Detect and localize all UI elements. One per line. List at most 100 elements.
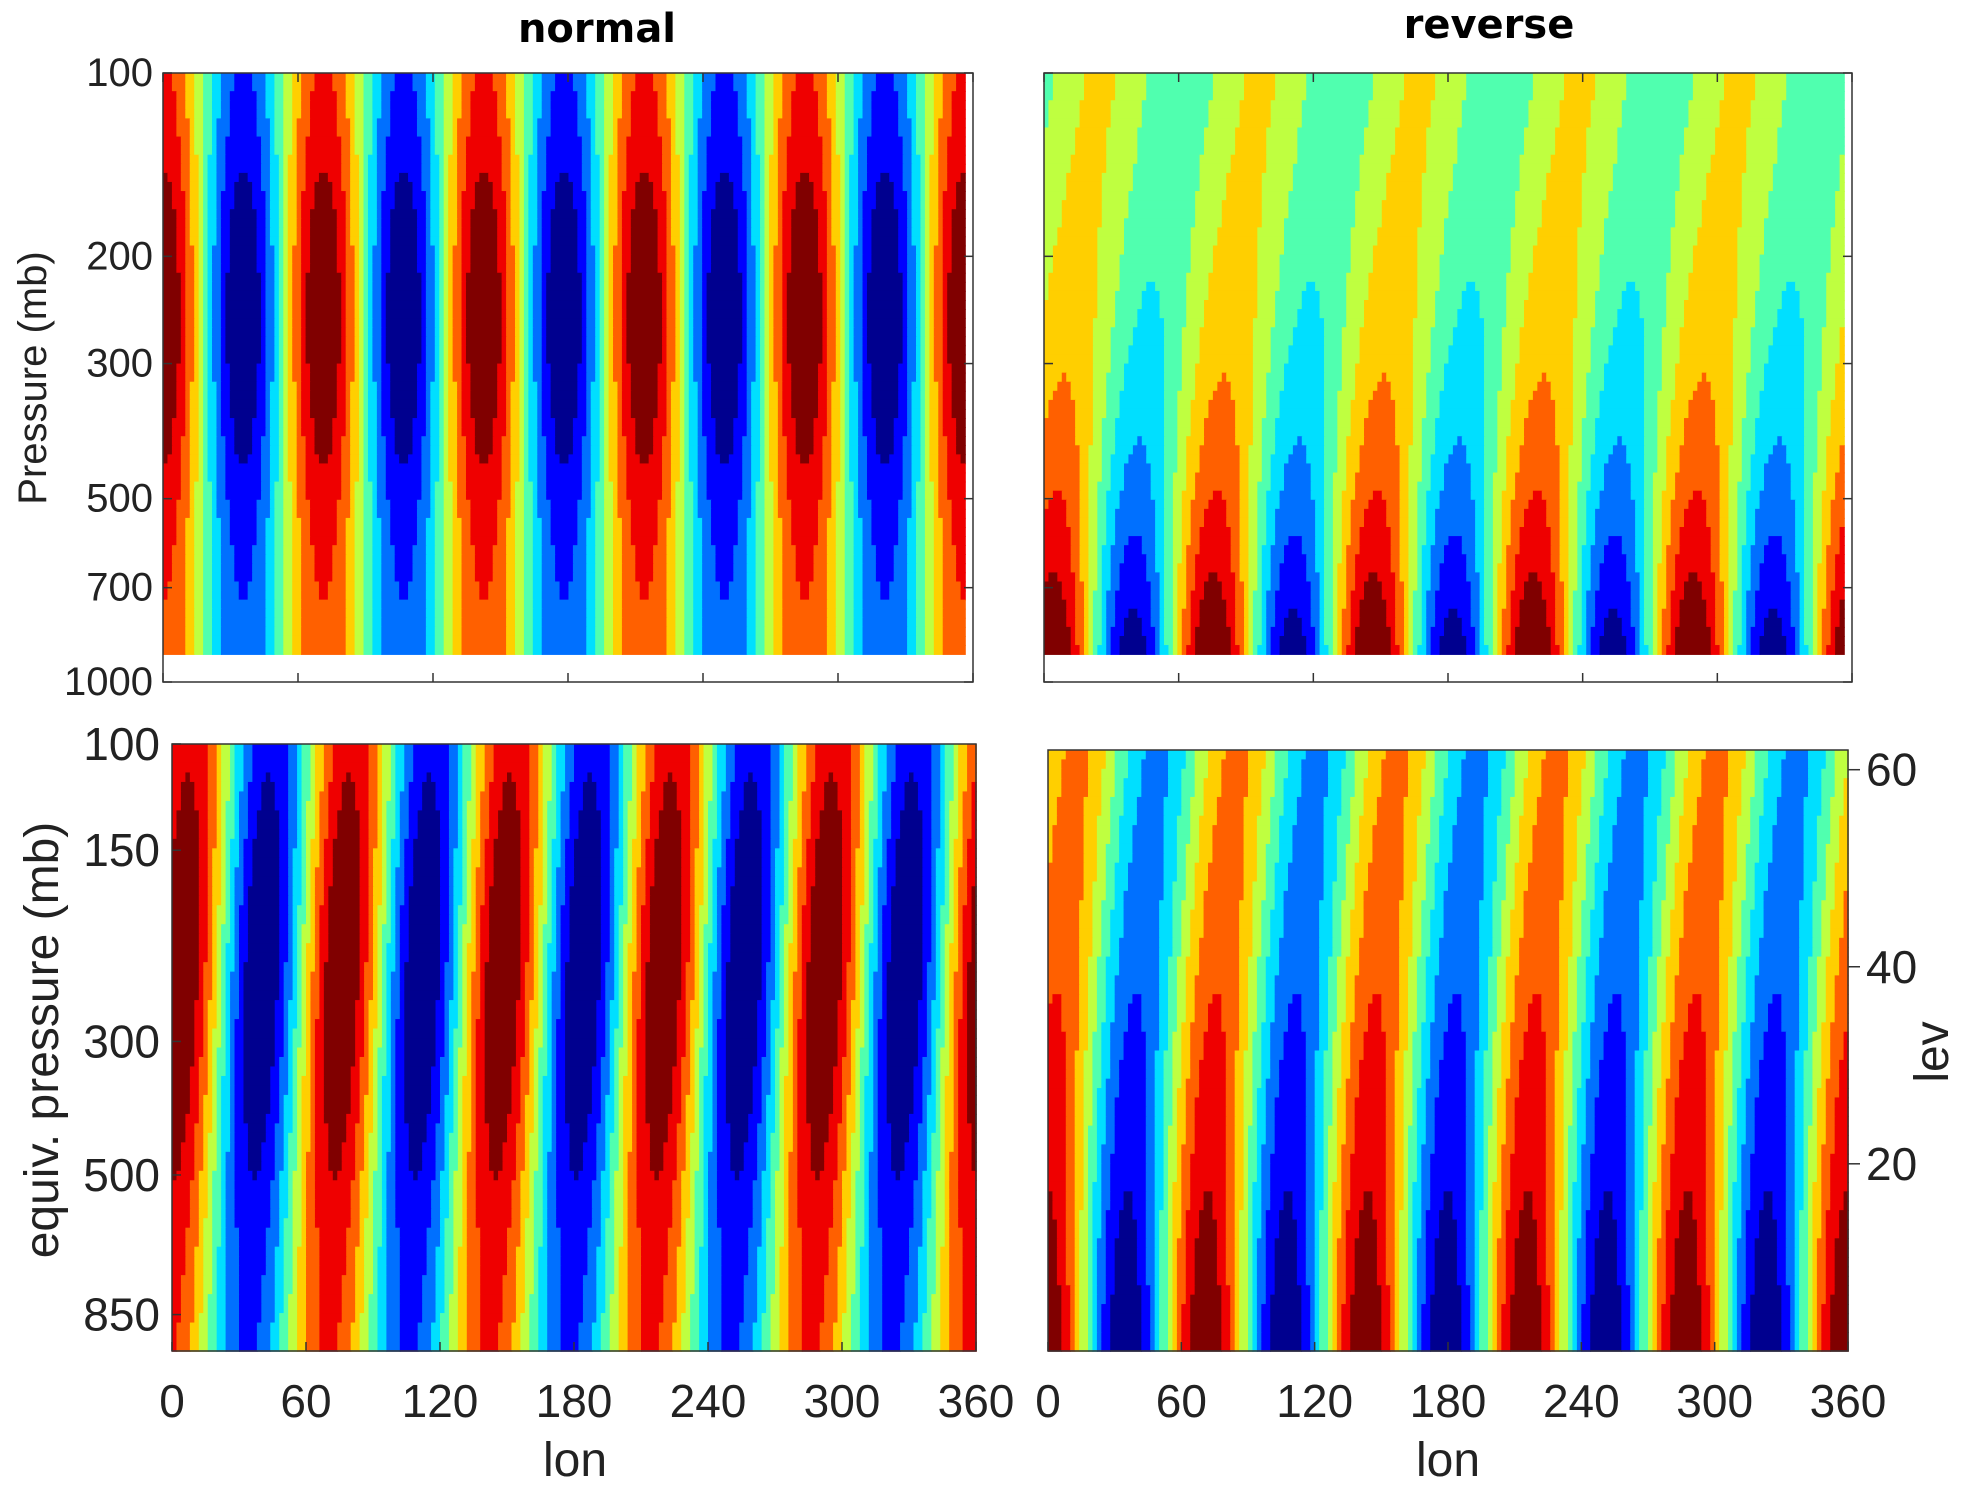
heatmap-cell: [376, 145, 387, 156]
heatmap-cell: [688, 354, 695, 365]
heatmap-cell: [452, 481, 458, 492]
heatmap-cell: [372, 626, 383, 637]
heatmap-cell: [443, 472, 449, 483]
heatmap-cell: [381, 354, 387, 365]
heatmap-cell: [853, 626, 864, 637]
heatmap-cell: [203, 390, 209, 401]
heatmap-cell: [465, 154, 503, 165]
heatmap-cell: [755, 290, 761, 301]
heatmap-cell: [817, 390, 828, 401]
heatmap-cell: [207, 218, 218, 229]
heatmap-cell: [452, 127, 458, 138]
heatmap-cell: [684, 454, 690, 465]
heatmap-cell: [929, 472, 940, 483]
heatmap-cell: [506, 281, 516, 292]
heatmap-cell: [390, 127, 418, 138]
heatmap-cell: [292, 363, 302, 374]
heatmap-cell: [381, 599, 427, 610]
heatmap-cell: [773, 118, 779, 129]
heatmap-cell: [180, 300, 187, 310]
heatmap-cell: [283, 209, 289, 220]
heatmap-cell: [782, 227, 793, 238]
heatmap-cell: [840, 236, 846, 247]
heatmap-cell: [920, 272, 926, 283]
heatmap-cell: [599, 381, 605, 392]
heatmap-cell: [430, 191, 441, 201]
heatmap-cell: [523, 236, 530, 247]
heatmap-cell: [212, 572, 222, 583]
heatmap-cell: [760, 281, 766, 292]
heatmap-cell: [203, 318, 209, 329]
heatmap-cell: [434, 290, 441, 301]
heatmap-cell: [688, 300, 695, 310]
heatmap-cell: [809, 454, 824, 465]
heatmap-cell: [283, 499, 294, 510]
heatmap-cell: [519, 445, 525, 456]
heatmap-cell: [176, 236, 187, 247]
heatmap-cell: [817, 363, 828, 374]
heatmap-cell: [198, 436, 204, 447]
heatmap-cell: [363, 209, 369, 220]
heatmap-cell: [385, 490, 423, 501]
heatmap-cell: [907, 581, 917, 592]
heatmap-cell: [621, 418, 637, 428]
heatmap-cell: [813, 445, 824, 456]
heatmap-cell: [933, 536, 944, 546]
heatmap-cell: [434, 617, 445, 628]
heatmap-cell: [287, 354, 294, 365]
heatmap-cell: [537, 499, 552, 510]
heatmap-cell: [572, 436, 583, 447]
heatmap-cell: [310, 245, 338, 256]
heatmap-cell: [185, 272, 195, 283]
heatmap-cell: [470, 399, 498, 410]
heatmap-cell: [367, 454, 378, 465]
heatmap-cell: [599, 472, 605, 483]
heatmap-cell: [844, 245, 850, 256]
heatmap-cell: [924, 608, 935, 619]
heatmap-cell: [711, 100, 739, 111]
heatmap-cell: [385, 136, 423, 147]
heatmap-cell: [693, 499, 699, 510]
heatmap-cell: [180, 445, 191, 456]
heatmap-cell: [416, 227, 427, 238]
heatmap-cell: [795, 82, 815, 92]
heatmap-cell: [256, 109, 267, 120]
heatmap-cell: [283, 517, 294, 528]
heatmap-cell: [514, 100, 525, 111]
heatmap-cell: [572, 181, 583, 192]
heatmap-cell: [452, 73, 463, 83]
heatmap-cell: [207, 408, 218, 419]
heatmap-cell: [278, 281, 285, 292]
heatmap-cell: [550, 100, 579, 111]
heatmap-cell: [604, 572, 614, 583]
heatmap-cell: [711, 109, 739, 120]
heatmap-cell: [817, 527, 828, 537]
heatmap-cell: [844, 418, 850, 428]
heatmap-cell: [465, 472, 503, 483]
heatmap-cell: [514, 318, 521, 329]
heatmap-cell: [599, 390, 605, 401]
heatmap-cell: [310, 363, 338, 374]
heatmap-cell: [381, 82, 396, 92]
heatmap-cell: [336, 372, 347, 383]
heatmap-cell: [835, 527, 846, 537]
heatmap-cell: [586, 581, 596, 592]
heatmap-cell: [577, 527, 588, 537]
heatmap-cell: [675, 545, 686, 556]
heatmap-cell: [443, 172, 449, 183]
heatmap-cell: [849, 227, 859, 238]
heatmap-cell: [163, 245, 178, 256]
heatmap-cell: [657, 536, 668, 546]
heatmap-cell: [915, 363, 922, 374]
heatmap-cell: [376, 508, 392, 519]
heatmap-cell: [180, 145, 191, 156]
heatmap-cell: [697, 181, 708, 192]
heatmap-cell: [332, 191, 347, 201]
heatmap-cell: [621, 227, 632, 238]
heatmap-cell: [697, 508, 712, 519]
heatmap-cell: [813, 73, 828, 83]
heatmap-cell: [764, 200, 770, 210]
heatmap-cell: [653, 445, 663, 456]
heatmap-cell: [283, 154, 289, 165]
heatmap-cell: [305, 336, 343, 347]
